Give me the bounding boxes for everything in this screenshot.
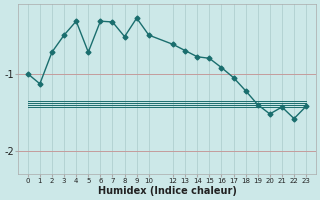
X-axis label: Humidex (Indice chaleur): Humidex (Indice chaleur) [98,186,236,196]
